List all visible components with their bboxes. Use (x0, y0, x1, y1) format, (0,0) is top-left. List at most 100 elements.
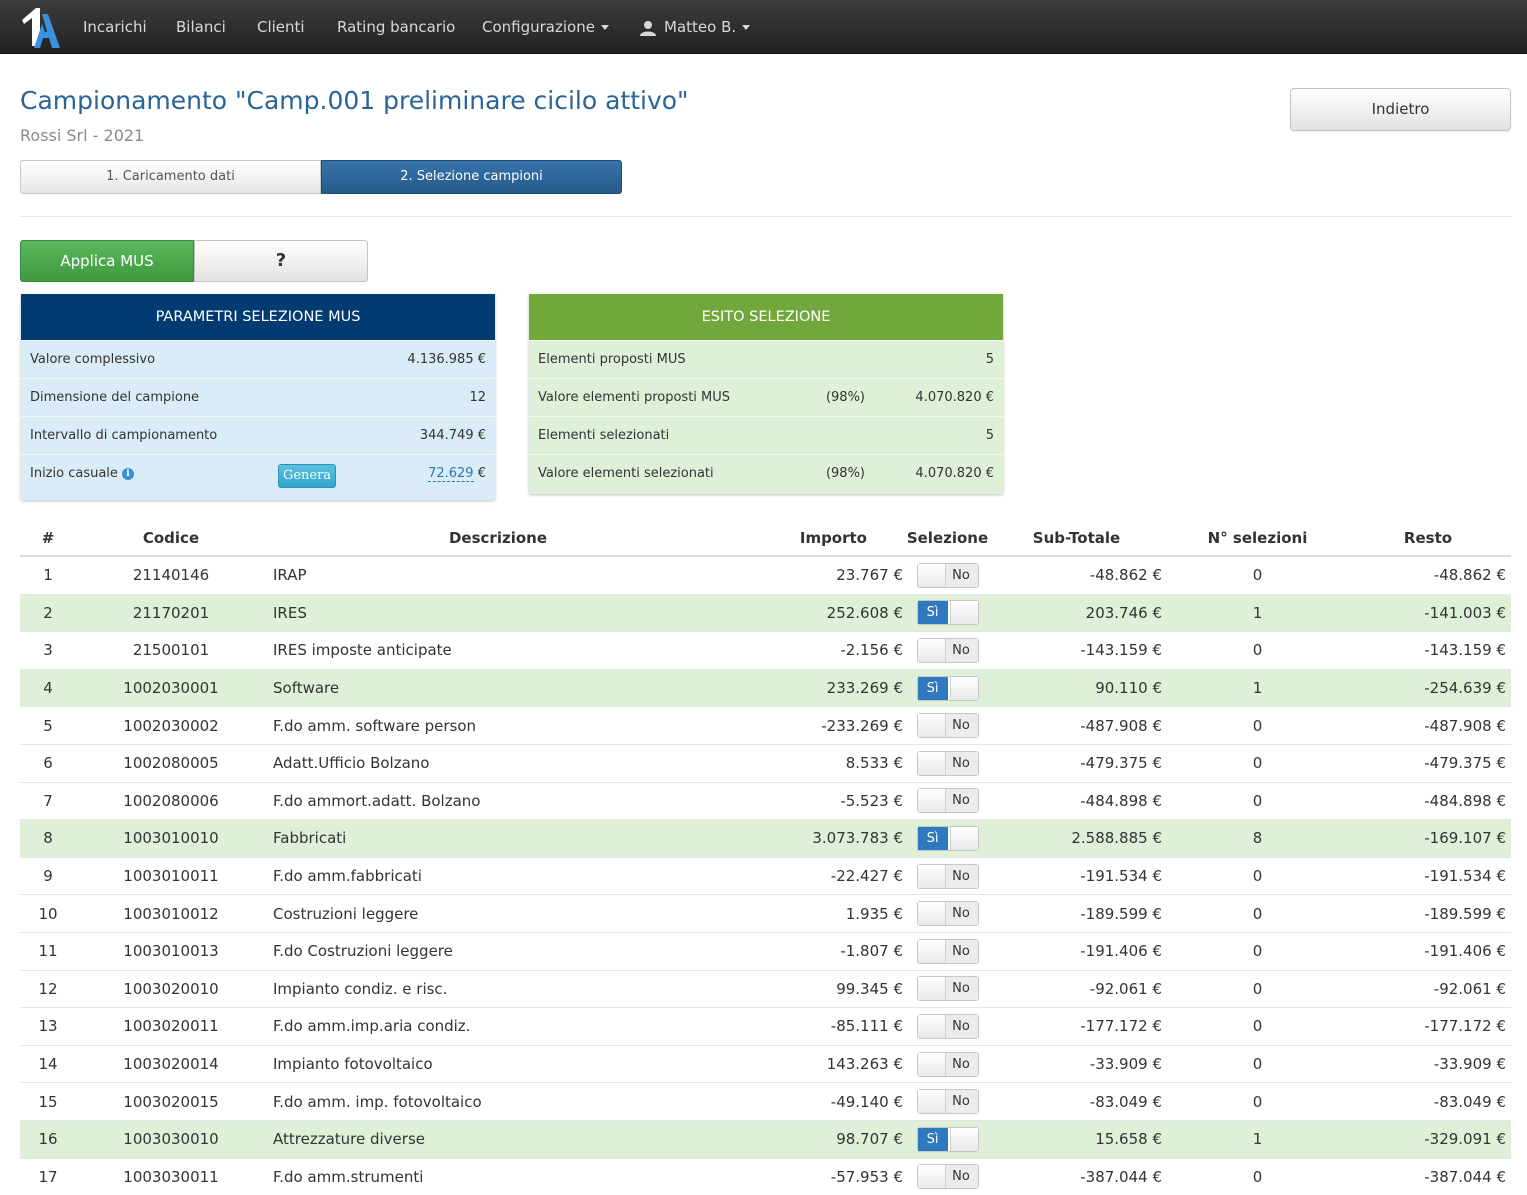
help-button[interactable]: ? (194, 240, 368, 282)
selection-toggle[interactable]: Sì (916, 825, 979, 851)
result-row: Elementi selezionati 5 (529, 416, 1003, 454)
toggle-knob (917, 902, 946, 926)
selection-toggle[interactable]: No (916, 1013, 979, 1039)
selection-toggle[interactable]: No (916, 1164, 979, 1190)
page-title: Campionamento "Camp.001 preliminare cici… (20, 86, 689, 115)
row-rest: -83.049 € (1433, 1092, 1506, 1111)
row-code: 1003020015 (123, 1092, 219, 1111)
row-selection-cell: No (905, 971, 990, 1008)
row-number: 6 (43, 754, 53, 773)
row-selection-cell: No (905, 1008, 990, 1045)
param-label: Intervallo di campionamento (30, 428, 218, 443)
param-row-random-start: Inizio casuale i Genera 72.629 € (21, 454, 495, 492)
row-amount: 98.707 € (836, 1130, 903, 1149)
row-rest: -143.159 € (1424, 641, 1506, 660)
toggle-label: No (944, 1052, 978, 1076)
table-row: 7 1002080006 F.do ammort.adatt. Bolzano -5.… (20, 783, 1511, 821)
selection-toggle[interactable]: Sì (916, 675, 979, 701)
step-selezione-campioni[interactable]: 2. Selezione campioni (321, 160, 622, 194)
toggle-knob (949, 601, 978, 625)
info-icon[interactable]: i (121, 468, 134, 480)
selection-toggle[interactable]: No (916, 713, 979, 739)
toggle-label: No (944, 977, 978, 1001)
nav-rating-bancario[interactable]: Rating bancario (337, 18, 456, 36)
row-number: 3 (43, 641, 53, 660)
row-number: 4 (43, 679, 53, 698)
row-selection-cell: No (905, 783, 990, 820)
app-logo-icon[interactable] (18, 4, 60, 50)
header-code[interactable]: Codice (142, 528, 200, 547)
random-start-label: Inizio casuale (30, 466, 118, 481)
nav-incarichi[interactable]: Incarichi (83, 18, 147, 36)
selection-toggle[interactable]: No (916, 562, 979, 588)
row-description: F.do amm.fabbricati (273, 867, 422, 886)
row-amount: 252.608 € (826, 603, 903, 622)
row-selection-cell: No (905, 707, 990, 744)
nav-clienti[interactable]: Clienti (257, 18, 305, 36)
header-rest[interactable]: Resto (1403, 528, 1453, 547)
row-amount: 233.269 € (826, 679, 903, 698)
table-row: 8 1003010010 Fabbricati 3.073.783 € Sì 2.588.… (20, 820, 1511, 858)
selection-toggle[interactable]: No (916, 976, 979, 1002)
row-code: 1003030010 (123, 1130, 219, 1149)
nav-configurazione-dropdown[interactable]: Configurazione (482, 0, 609, 54)
row-subtotal: -143.159 € (1080, 641, 1162, 660)
row-num-selections: 0 (1252, 867, 1263, 886)
row-amount: -1.807 € (840, 942, 903, 961)
row-code: 21170201 (132, 603, 210, 622)
row-num-selections: 0 (1252, 1092, 1263, 1111)
selection-toggle[interactable]: No (916, 863, 979, 889)
row-description: Impianto condiz. e risc. (273, 979, 448, 998)
row-description: IRAP (273, 566, 307, 585)
row-description: F.do amm.strumenti (273, 1167, 424, 1186)
mus-parameters-title: PARAMETRI SELEZIONE MUS (21, 294, 495, 340)
table-row: 3 21500101 IRES imposte anticipate -2.156 €… (20, 632, 1511, 670)
table-row: 11 1003010013 F.do Costruzioni leggere -1.8… (20, 933, 1511, 971)
row-code: 1003010010 (123, 829, 219, 848)
row-num-selections: 0 (1252, 716, 1263, 735)
selection-toggle[interactable]: No (916, 750, 979, 776)
result-label: Valore elementi selezionati (538, 466, 714, 481)
row-number: 14 (38, 1055, 58, 1074)
selection-toggle[interactable]: Sì (916, 600, 979, 626)
row-number: 17 (38, 1167, 58, 1186)
selection-toggle[interactable]: Sì (916, 1126, 979, 1152)
generate-button[interactable]: Genera (278, 464, 336, 488)
toggle-knob (917, 1014, 946, 1038)
back-button[interactable]: Indietro (1290, 88, 1511, 131)
random-start-value-wrap: 72.629 € (428, 455, 486, 493)
header-amount[interactable]: Importo (799, 528, 867, 547)
row-subtotal: 15.658 € (1095, 1130, 1162, 1149)
header-description[interactable]: Descrizione (448, 528, 547, 547)
apply-mus-button[interactable]: Applica MUS (20, 240, 194, 282)
nav-bilanci[interactable]: Bilanci (176, 18, 226, 36)
row-subtotal: -189.599 € (1080, 904, 1162, 923)
row-code: 21500101 (132, 641, 210, 660)
row-amount: -233.269 € (821, 716, 903, 735)
selection-toggle[interactable]: No (916, 788, 979, 814)
selection-toggle[interactable]: No (916, 901, 979, 927)
random-start-value[interactable]: 72.629 (428, 466, 474, 482)
nav-user-dropdown[interactable]: Matteo B. (640, 0, 751, 54)
result-label: Elementi proposti MUS (538, 352, 686, 367)
row-code: 1003010011 (123, 867, 219, 886)
toggle-knob (949, 1127, 978, 1151)
header-subtotal[interactable]: Sub-Totale (1032, 528, 1121, 547)
row-code: 1003010013 (123, 942, 219, 961)
selection-toggle[interactable]: No (916, 938, 979, 964)
selection-toggle[interactable]: No (916, 1089, 979, 1115)
row-amount: -2.156 € (840, 641, 903, 660)
nav-configurazione-label: Configurazione (482, 18, 595, 36)
toggle-knob (917, 563, 946, 587)
header-num[interactable]: # (41, 528, 55, 547)
header-selection[interactable]: Selezione (906, 528, 989, 547)
row-description: Fabbricati (273, 829, 347, 848)
selection-toggle[interactable]: No (916, 1051, 979, 1077)
row-rest: -169.107 € (1424, 829, 1506, 848)
selection-toggle[interactable]: No (916, 637, 979, 663)
header-num-selections[interactable]: N° selezioni (1207, 528, 1308, 547)
page-subtitle: Rossi Srl - 2021 (20, 126, 145, 145)
param-value: 4.136.985 € (407, 352, 486, 367)
step-caricamento-dati[interactable]: 1. Caricamento dati (20, 160, 321, 194)
toggle-label: No (944, 563, 978, 587)
